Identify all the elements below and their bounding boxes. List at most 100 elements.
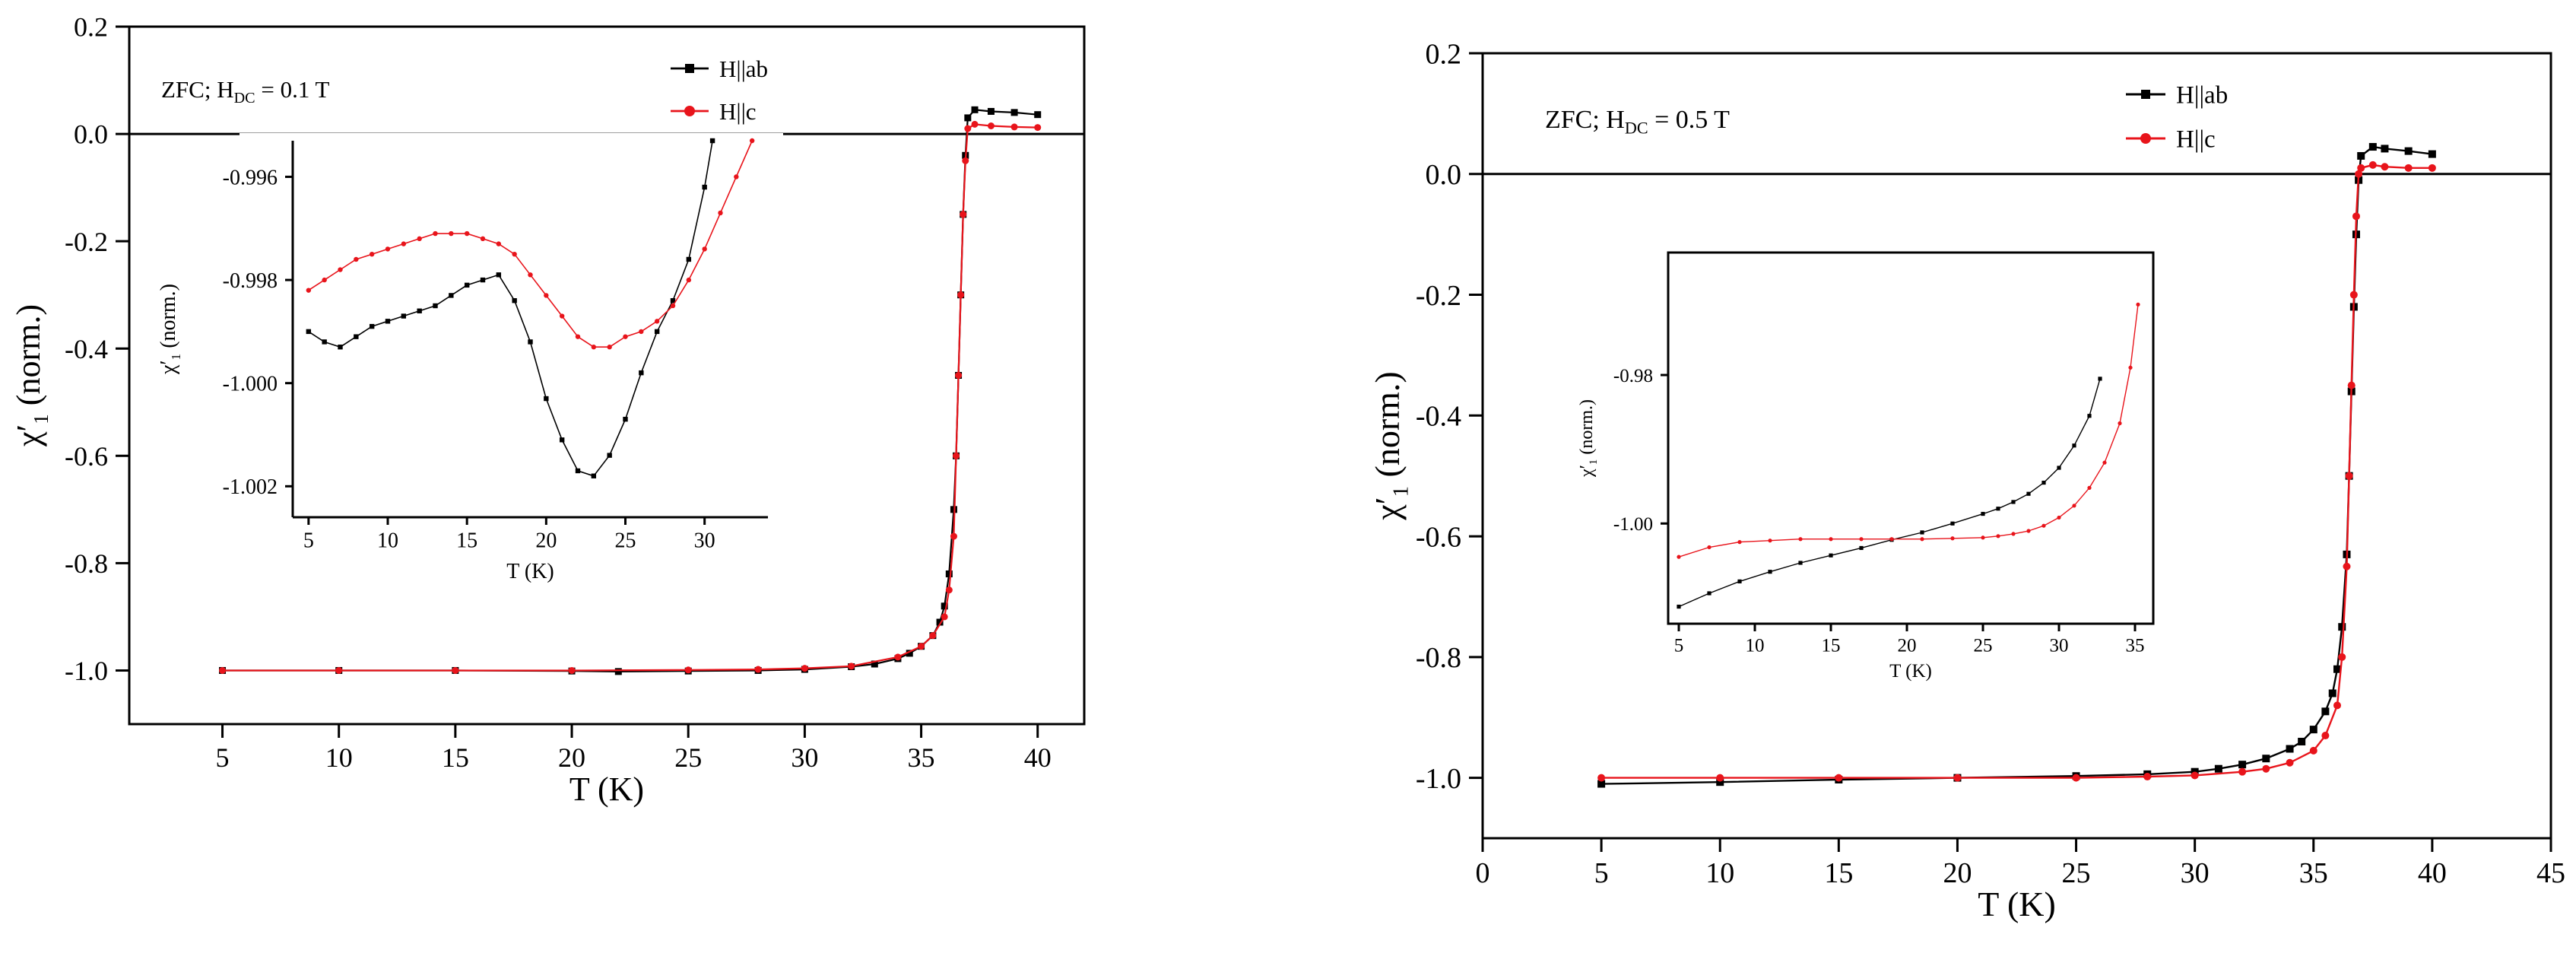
data-point (1707, 591, 1712, 596)
data-point (385, 246, 391, 252)
data-point (338, 345, 343, 350)
data-point (1950, 536, 1955, 541)
left-inset-chart: 5 10 15 20 25 30 -0.996 -0.998 -1.000 -1.002 T (K)… (157, 133, 783, 601)
data-point (480, 277, 486, 283)
legend-label: H||c (719, 98, 757, 125)
data-point (945, 586, 953, 594)
data-point (2355, 170, 2363, 178)
data-point (2136, 302, 2140, 307)
data-point (2262, 764, 2270, 773)
x-tick-label: 0 (1476, 857, 1490, 889)
condition-annotation: ZFC; HDC = 0.5 T (1545, 106, 1730, 137)
data-point (987, 122, 995, 129)
data-point (971, 120, 979, 128)
data-point (1798, 537, 1803, 542)
x-tick-label: 30 (694, 529, 715, 552)
y-tick-label: -0.998 (223, 269, 278, 293)
y-axis-title: χ′1 (norm.) (1368, 371, 1413, 521)
x-tick-label: 15 (1822, 635, 1841, 656)
series-h--ab (306, 138, 715, 478)
data-point (2041, 480, 2046, 485)
series-h--c (1677, 302, 2140, 559)
data-point (670, 298, 676, 303)
x-tick-label: 5 (1594, 857, 1609, 889)
data-point (2102, 460, 2107, 465)
data-point (385, 319, 391, 324)
data-point (2321, 732, 2330, 740)
data-point (1010, 123, 1018, 131)
x-tick-label: 25 (2062, 857, 2091, 889)
data-point (544, 293, 549, 298)
inset-background (240, 133, 783, 601)
y-tick-label: -0.6 (65, 441, 108, 472)
y-tick-label: -0.4 (1416, 401, 1461, 433)
x-tick-label: 10 (1746, 635, 1765, 656)
data-point (369, 323, 375, 329)
data-point (1768, 570, 1772, 574)
data-point (1953, 774, 1962, 782)
data-point (464, 230, 470, 237)
x-tick-label: 10 (1705, 857, 1734, 889)
y-axis-title: χ′1 (norm.) (1577, 399, 1600, 478)
x-tick-label: 5 (216, 742, 230, 773)
data-point (2368, 160, 2377, 169)
data-point (607, 345, 612, 350)
data-point (906, 650, 913, 657)
data-point (2428, 150, 2436, 158)
data-point (1737, 579, 1742, 583)
data-point (2333, 665, 2341, 673)
data-point (1859, 545, 1864, 551)
x-tick-label: 5 (1674, 635, 1684, 656)
legend-label: H||c (2176, 126, 2216, 154)
x-axis-title: T (K) (506, 560, 554, 583)
y-axis-title: χ′1 (norm.) (157, 284, 183, 375)
condition-annotation: ZFC; HDC = 0.1 T (161, 76, 330, 106)
data-point (559, 313, 565, 319)
x-tick-label: 20 (1898, 635, 1917, 656)
data-point (2321, 707, 2330, 716)
data-point (639, 329, 644, 335)
left-main-chart: 5 10 15 20 25 30 35 40 0.2 0.0 -0.2 -0.4 -0.6 -0.8 -1.… (10, 12, 1086, 808)
data-point (848, 663, 855, 670)
plot-frame (1481, 52, 2552, 840)
y-tick-label: -1.002 (223, 475, 278, 499)
data-point (754, 666, 762, 673)
data-point (417, 308, 422, 313)
data-point (322, 277, 327, 283)
panel-left: 5 10 15 20 25 30 35 40 0.2 0.0 -0.2 -0.4 -0.6 -0.8 -1.… (10, 12, 1086, 808)
data-point (2368, 143, 2377, 151)
data-point (801, 665, 808, 672)
data-point (918, 643, 925, 650)
x-tick-label: 20 (535, 529, 557, 552)
x-tick-label: 25 (615, 529, 636, 552)
right-main-chart: 0 5 10 15 20 25 30 35 40 45 0.2 0.0 -0.2 -0.4 -0.6 -0.8… (1368, 38, 2565, 923)
data-point (1597, 780, 1606, 788)
data-point (338, 267, 343, 272)
data-point (528, 339, 533, 345)
data-point (433, 303, 438, 309)
data-point (1920, 537, 1924, 542)
data-point (1835, 774, 1843, 782)
data-point (987, 107, 995, 115)
data-point (929, 632, 937, 640)
legend-marker (684, 106, 695, 116)
data-point (306, 288, 312, 293)
data-point (1829, 553, 1833, 558)
data-point (686, 277, 692, 283)
data-point (614, 668, 622, 675)
x-tick-label: 10 (377, 529, 398, 552)
data-point (971, 106, 979, 113)
inset-background (1615, 245, 2168, 707)
data-point (306, 329, 312, 335)
data-point (702, 246, 707, 252)
x-tick-label: 30 (2050, 635, 2069, 656)
data-point (480, 236, 486, 242)
data-point (957, 291, 965, 299)
data-point (964, 114, 972, 122)
data-point (354, 256, 359, 262)
y-tick-label: -0.8 (1416, 642, 1461, 674)
legend: H||ab H||c (671, 56, 768, 125)
data-point (607, 453, 612, 458)
x-tick-label: 20 (558, 742, 585, 773)
